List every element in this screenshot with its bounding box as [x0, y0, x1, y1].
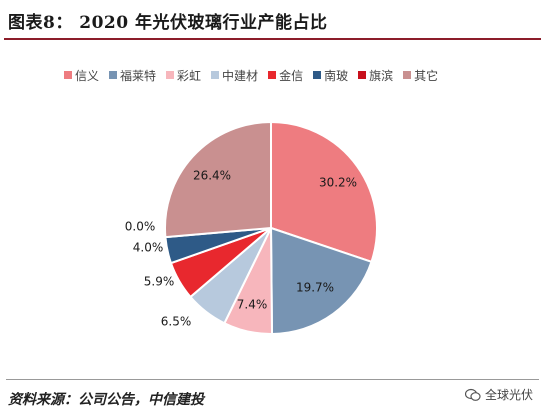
legend-label: 中建材 — [222, 68, 259, 83]
legend-swatch — [64, 71, 72, 79]
legend-label: 南玻 — [324, 68, 349, 83]
legend: 信义 福莱特 彩虹 中建材 金信 南玻 旗滨 其它 — [64, 66, 484, 84]
pie-slice-7 — [164, 120, 272, 239]
data-label-1: 19.7% — [296, 281, 334, 295]
title-bar: 图表8： 2020 年光伏玻璃行业产能占比 — [4, 2, 541, 40]
data-label-5: 4.0% — [133, 241, 164, 255]
data-label-2: 7.4% — [237, 298, 268, 312]
legend-item-7: 其它 — [403, 67, 438, 84]
legend-item-3: 中建材 — [211, 67, 258, 84]
legend-item-4: 金信 — [268, 67, 303, 84]
legend-swatch — [403, 71, 412, 79]
legend-swatch — [109, 71, 118, 79]
legend-swatch — [166, 71, 175, 79]
legend-item-0: 信义 — [64, 67, 99, 84]
legend-label: 旗滨 — [369, 68, 394, 83]
legend-item-2: 彩虹 — [166, 67, 201, 84]
data-label-6: 0.0% — [125, 220, 156, 234]
data-label-4: 5.9% — [144, 275, 175, 289]
legend-swatch — [268, 71, 277, 79]
legend-swatch — [358, 71, 367, 79]
legend-item-6: 旗滨 — [358, 67, 393, 84]
wechat-icon — [464, 388, 481, 401]
legend-item-5: 南玻 — [313, 67, 348, 84]
chart-title: 图表8： 2020 年光伏玻璃行业产能占比 — [8, 13, 328, 33]
legend-swatch — [313, 71, 322, 79]
source-note: 资料来源：公司公告，中信建投 — [8, 392, 204, 408]
legend-label: 金信 — [279, 68, 304, 83]
pie-slice-0 — [270, 120, 378, 264]
watermark-text: 全球光伏 — [484, 388, 533, 402]
title-divider — [4, 38, 541, 40]
legend-label: 福莱特 — [120, 68, 157, 83]
watermark: 全球光伏 — [464, 386, 533, 403]
pie-slice-1 — [269, 226, 373, 336]
legend-label: 彩虹 — [177, 68, 202, 83]
legend-label: 其它 — [414, 68, 439, 83]
legend-item-1: 福莱特 — [109, 67, 156, 84]
data-label-7: 26.4% — [193, 169, 231, 183]
legend-label: 信义 — [75, 68, 100, 83]
data-label-0: 30.2% — [319, 176, 357, 190]
footer-divider — [6, 379, 539, 380]
data-label-3: 6.5% — [161, 315, 192, 329]
legend-swatch — [211, 71, 220, 79]
